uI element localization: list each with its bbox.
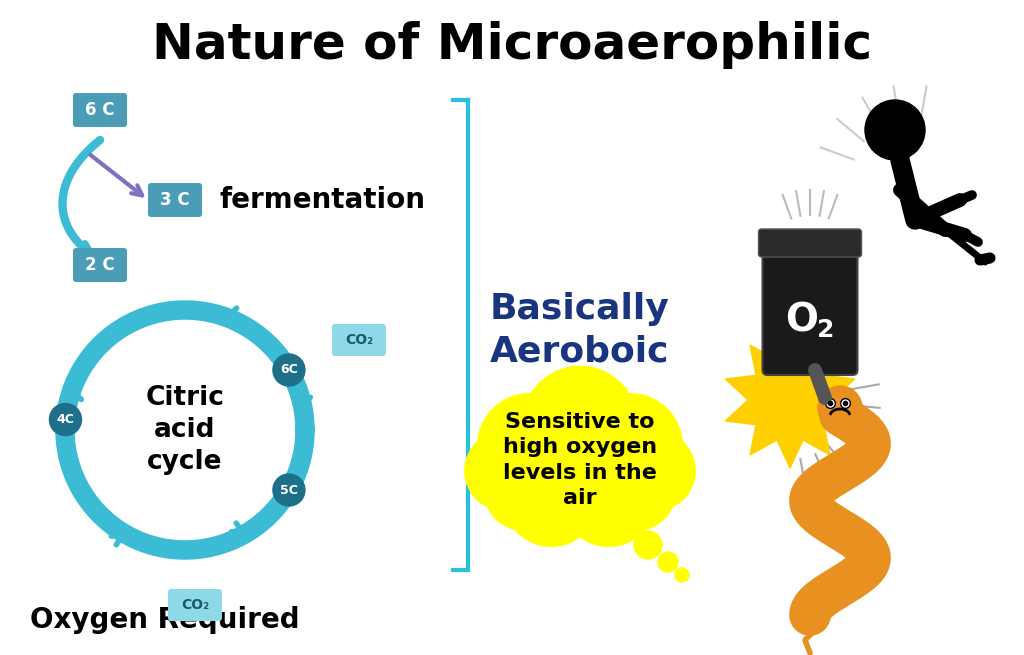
Text: 6 C: 6 C	[85, 101, 115, 119]
FancyBboxPatch shape	[73, 93, 127, 127]
Text: 2: 2	[817, 318, 835, 342]
FancyBboxPatch shape	[759, 229, 861, 257]
Circle shape	[505, 453, 598, 546]
Text: fermentation: fermentation	[220, 186, 426, 214]
Text: Sensitive to
high oxygen
levels in the
air: Sensitive to high oxygen levels in the a…	[503, 411, 657, 508]
FancyBboxPatch shape	[168, 589, 222, 621]
Circle shape	[478, 394, 582, 497]
FancyBboxPatch shape	[148, 183, 202, 217]
Text: CO₂: CO₂	[181, 598, 209, 612]
Circle shape	[600, 455, 675, 530]
FancyBboxPatch shape	[332, 324, 386, 356]
Circle shape	[508, 388, 652, 532]
Circle shape	[634, 531, 662, 559]
Text: 6C: 6C	[280, 364, 298, 377]
Text: 2 C: 2 C	[85, 256, 115, 274]
Text: O: O	[785, 301, 818, 339]
Text: Citric
acid
cycle: Citric acid cycle	[145, 385, 224, 475]
Text: Basically
Aeroboic: Basically Aeroboic	[490, 292, 670, 368]
Circle shape	[616, 431, 695, 510]
Circle shape	[658, 552, 678, 572]
Text: Nature of Microaerophilic: Nature of Microaerophilic	[152, 21, 872, 69]
Circle shape	[485, 455, 560, 530]
Circle shape	[865, 100, 925, 160]
Circle shape	[49, 403, 82, 436]
Circle shape	[465, 431, 544, 510]
Text: 4C: 4C	[56, 413, 75, 426]
Text: CO₂: CO₂	[345, 333, 373, 347]
Circle shape	[675, 568, 689, 582]
Text: 3 C: 3 C	[160, 191, 189, 209]
Text: 5C: 5C	[280, 483, 298, 496]
Circle shape	[818, 386, 862, 430]
Circle shape	[562, 453, 655, 546]
Circle shape	[273, 354, 305, 386]
FancyBboxPatch shape	[73, 248, 127, 282]
FancyBboxPatch shape	[763, 245, 857, 375]
Circle shape	[273, 474, 305, 506]
Text: Oxygen Required: Oxygen Required	[30, 606, 300, 634]
Circle shape	[522, 366, 638, 481]
Circle shape	[579, 394, 682, 497]
Polygon shape	[725, 332, 855, 468]
